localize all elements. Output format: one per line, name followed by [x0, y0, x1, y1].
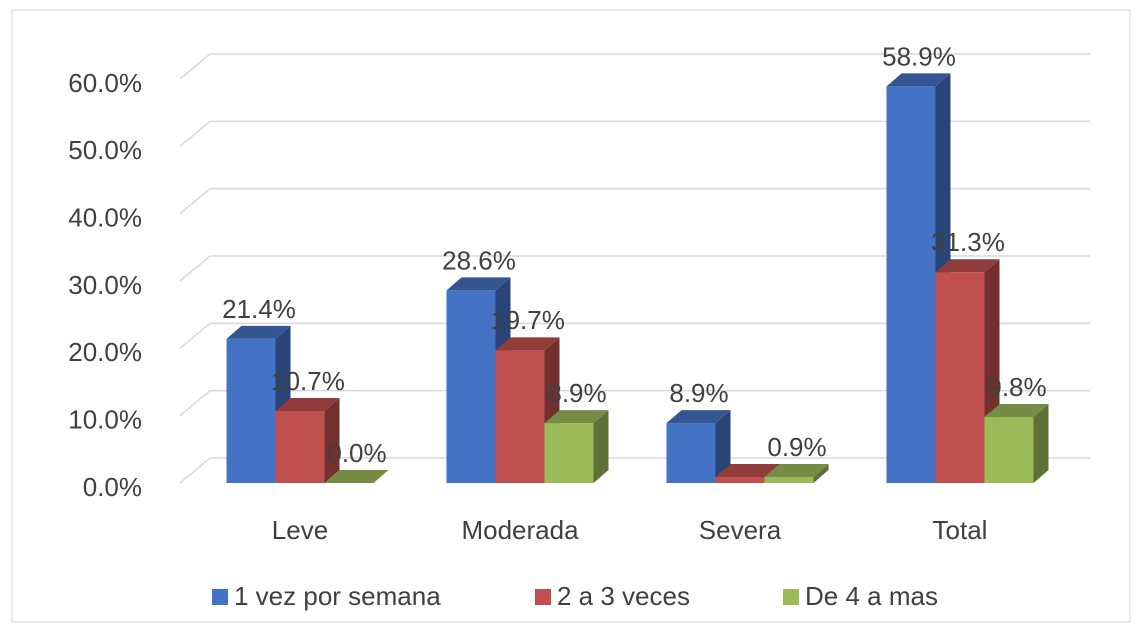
bar-top: [544, 410, 609, 424]
data-label: 0.9%: [767, 432, 826, 462]
legend-swatch: [783, 589, 799, 605]
grid-line: [179, 53, 1090, 80]
bar-front: [886, 86, 936, 483]
bar-top: [764, 463, 829, 477]
legend-swatch: [212, 589, 228, 605]
data-label: 21.4%: [222, 294, 296, 324]
y-tick-label: 10.0%: [68, 405, 142, 435]
bar: [324, 470, 389, 483]
bar-front: [446, 290, 496, 483]
bar-side: [715, 410, 731, 483]
data-label: 19.7%: [491, 305, 565, 335]
data-label: 58.9%: [882, 41, 956, 71]
bar-side: [1033, 404, 1049, 483]
bar-side: [593, 410, 609, 483]
bar-side: [324, 397, 340, 483]
bar-front: [764, 476, 814, 483]
y-tick-label: 0.0%: [83, 472, 142, 502]
grid-line: [179, 187, 1090, 215]
bar-top: [886, 73, 951, 87]
bar-front: [495, 350, 545, 483]
y-tick-label: 20.0%: [68, 337, 142, 367]
data-label: 10.7%: [271, 366, 345, 396]
bar-top: [226, 325, 291, 339]
bar-front: [544, 423, 594, 483]
bar-front: [275, 410, 325, 483]
data-label: 8.9%: [669, 378, 728, 408]
legend-label: 1 vez por semana: [234, 581, 441, 611]
bar-top: [666, 410, 731, 424]
x-tick-label: Severa: [699, 515, 782, 545]
bar-front: [666, 423, 716, 483]
grid-line: [179, 457, 1090, 484]
bar: [544, 410, 609, 483]
bar: [275, 397, 340, 483]
data-label: 0.0%: [327, 438, 386, 468]
bar-side: [813, 463, 829, 483]
bar-front: [984, 417, 1034, 483]
bar-top: [324, 470, 389, 483]
grid-line: [179, 322, 1090, 349]
x-tick-label: Leve: [272, 515, 328, 545]
data-label: 8.9%: [547, 378, 606, 408]
bar-top: [495, 337, 560, 351]
bar-top: [935, 259, 1000, 273]
x-tick-label: Moderada: [461, 515, 579, 545]
bar-front: [715, 476, 765, 483]
bar-front: [226, 338, 276, 483]
bar-top: [275, 397, 340, 411]
legend-label: De 4 a mas: [805, 581, 938, 611]
y-tick-label: 50.0%: [68, 135, 142, 165]
legend-label: 2 a 3 veces: [557, 581, 690, 611]
data-label: 9.8%: [987, 372, 1046, 402]
bar: [764, 463, 829, 483]
y-tick-label: 30.0%: [68, 270, 142, 300]
bar-front: [935, 272, 985, 483]
data-label: 31.3%: [931, 227, 1005, 257]
grid-line: [179, 120, 1090, 147]
bar-top: [715, 463, 780, 477]
x-tick-label: Total: [933, 515, 988, 545]
bar: [984, 404, 1049, 483]
legend-swatch: [535, 589, 551, 605]
bar: [446, 277, 511, 483]
bar-top: [446, 277, 511, 291]
y-tick-label: 60.0%: [68, 68, 142, 98]
grid-line: [179, 389, 1090, 417]
bar-top: [984, 404, 1049, 418]
data-label: 28.6%: [442, 245, 516, 275]
bar: [666, 410, 731, 483]
grid-line: [179, 255, 1090, 282]
y-tick-label: 40.0%: [68, 203, 142, 233]
